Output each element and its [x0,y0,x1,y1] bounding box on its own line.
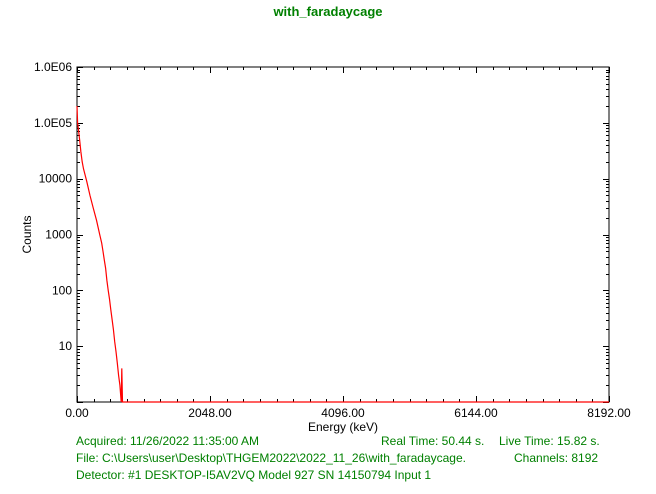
channels-info: Channels: 8192 [514,451,599,465]
detector-info: Detector: #1 DESKTOP-I5AV2VQ Model 927 S… [76,468,432,482]
x-tick-label: 8192.00 [587,406,631,420]
x-tick-label: 6144.00 [454,406,498,420]
y-tick-label: 1.0E06 [34,60,72,74]
plot-frame [76,66,610,403]
file-info: File: C:\Users\user\Desktop\THGEM2022\20… [76,451,466,465]
x-tick-label: 2048.00 [188,406,232,420]
y-axis-label: Counts [20,215,34,253]
y-tick-label: 10000 [39,172,73,186]
y-tick-label: 1000 [45,228,72,242]
x-tick-label: 0.00 [65,406,89,420]
y-tick-label: 100 [52,283,72,297]
y-tick-label: 1.0E05 [34,116,72,130]
live-time-info: Live Time: 15.82 s. [499,434,600,448]
spectrum-series-line [76,105,609,403]
chart-title: with_faradaycage [273,4,383,19]
acquired-info: Acquired: 11/26/2022 11:35:00 AM [76,434,260,448]
y-tick-label: 10 [59,339,73,353]
x-axis-label: Energy (keV) [308,420,378,434]
real-time-info: Real Time: 50.44 s. [381,434,485,448]
x-tick-label: 4096.00 [321,406,365,420]
